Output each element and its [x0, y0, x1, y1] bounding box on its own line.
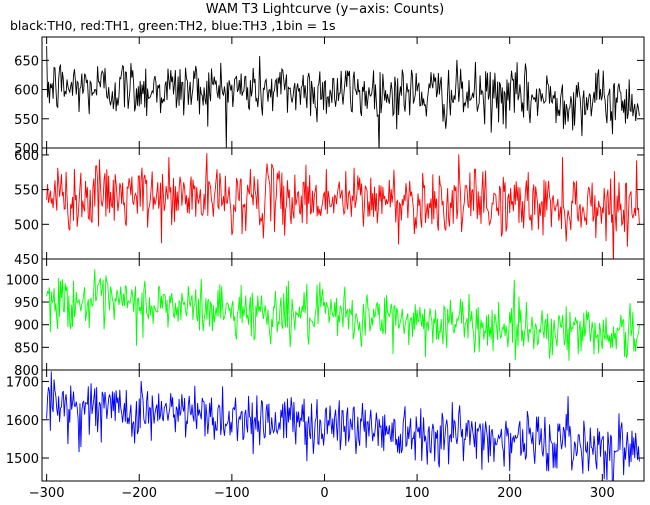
x-axis: −300 −200 −100 0 100 200 300 — [29, 486, 615, 501]
panel-th2: 800 850 900 950 1000 — [6, 258, 645, 379]
panels-group: 500 550 600 650 450 500 550 600 800 850 900 950 1000… — [6, 36, 645, 482]
panel-frame — [41, 36, 645, 149]
x-tick-label: 300 — [590, 486, 615, 501]
y-tick-label: 1500 — [6, 452, 39, 467]
y-tick-label: 850 — [14, 341, 39, 356]
y-tick-label: 950 — [14, 296, 39, 311]
series-line-th2 — [46, 269, 640, 361]
y-tick-label: 800 — [14, 364, 39, 379]
y-tick-label: 650 — [14, 54, 39, 69]
x-tick-label: 100 — [405, 486, 430, 501]
y-tick-label: 450 — [14, 253, 39, 268]
x-tick-label: −100 — [214, 486, 250, 501]
y-tick-label: 600 — [14, 149, 39, 164]
y-tick-label: 1000 — [6, 273, 39, 288]
series-line-th3 — [46, 371, 640, 481]
series-line-th0 — [46, 46, 640, 148]
y-tick-label: 550 — [14, 113, 39, 128]
panel-th1: 450 500 550 600 — [14, 147, 645, 268]
panel-th3: 1500 1600 1700 — [6, 369, 645, 482]
series-line-th1 — [46, 153, 640, 259]
y-tick-label: 1600 — [6, 414, 39, 429]
chart-title: WAM T3 Lightcurve (y−axis: Counts) — [206, 2, 444, 17]
chart-subtitle: black:TH0, red:TH1, green:TH2, blue:TH3 … — [10, 18, 336, 33]
x-tick-label: 0 — [320, 486, 328, 501]
panel-frame — [41, 369, 645, 482]
x-tick-label: 200 — [497, 486, 522, 501]
y-tick-label: 1700 — [6, 375, 39, 390]
x-tick-label: −200 — [121, 486, 157, 501]
panel-th0: 500 550 600 650 — [14, 36, 645, 157]
y-tick-label: 900 — [14, 319, 39, 334]
y-tick-label: 500 — [14, 142, 39, 157]
y-tick-label: 550 — [14, 184, 39, 199]
x-tick-label: −300 — [29, 486, 65, 501]
y-tick-label: 600 — [14, 84, 39, 99]
y-tick-label: 500 — [14, 218, 39, 233]
